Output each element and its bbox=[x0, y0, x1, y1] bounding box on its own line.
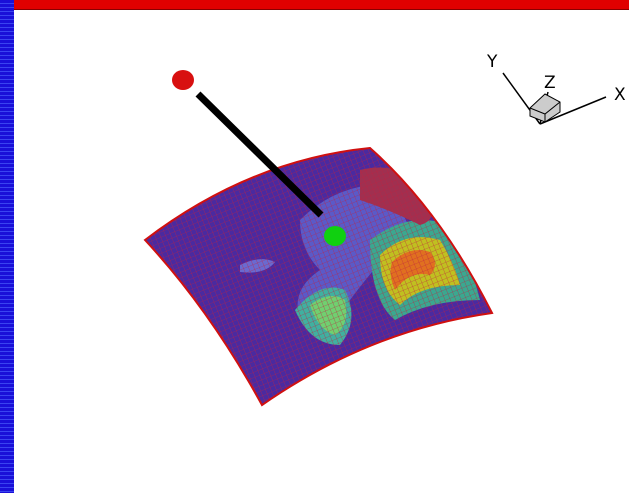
surface-edge bbox=[143, 146, 494, 407]
frame-header: Frame 001 | 25 Jan 2008 | bbox=[14, 0, 629, 17]
viewport: Y Z X bbox=[143, 52, 626, 407]
axis-label-y: Y bbox=[486, 52, 498, 72]
side-strip bbox=[0, 0, 14, 493]
probe-start[interactable] bbox=[172, 70, 194, 90]
separator: | bbox=[111, 10, 115, 17]
separator: | bbox=[56, 10, 60, 17]
date-label: 25 Jan 2008 bbox=[67, 10, 109, 17]
axis-label-z: Z bbox=[544, 73, 556, 93]
frame-label: Frame 001 bbox=[17, 10, 54, 17]
probe-line bbox=[195, 91, 324, 218]
probe-point[interactable] bbox=[324, 226, 346, 246]
axis-label-x: X bbox=[614, 85, 626, 105]
axis-triad: Y Z X bbox=[486, 52, 626, 125]
